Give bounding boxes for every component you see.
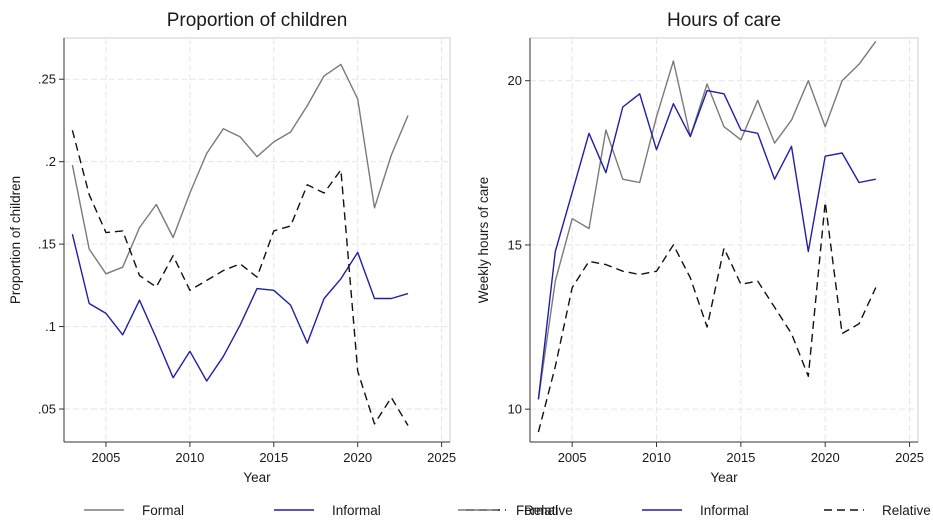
panel1-xtick-label-4: 2025 [427,450,456,465]
panel2-xtick-label-0: 2005 [558,450,587,465]
panel1-ytick-label-2: .15 [38,237,56,252]
panel2-title: Hours of care [667,10,781,31]
panel2-ytick-label-0: 10 [508,402,522,417]
panel1-ytick-label-1: .1 [45,319,56,334]
panel1-ytick-label-4: .25 [38,72,56,87]
legend-label-relative: Relative [524,503,573,518]
panel1-xtick-label-1: 2010 [175,450,204,465]
panel1-ytick-label-3: .2 [45,154,56,169]
legend2-label-relative: Relative [882,503,931,518]
panel2-series-informal-line [537,89,876,400]
panel2-xtick-label-3: 2020 [811,450,840,465]
panel1-xtick-label-0: 2005 [91,450,120,465]
panel2-ytick-label-2: 20 [508,73,522,88]
panel-proportion-of-children: .05 .1 .15 .2 .25 2005 2010 2015 2020 2025 Proport… [8,10,456,485]
panel2-x-axis-label: Year [710,470,738,485]
panel2-ytick-label-1: 15 [508,237,522,252]
panel1-plot-area [63,37,451,443]
legend2-label-informal: Informal [700,503,749,518]
panel2-series-relative-line [537,201,877,433]
legend2-label-formal: Formal [516,503,558,518]
panel2-xtick-label-4: 2025 [895,450,924,465]
panel2-plot-area [529,37,919,443]
panel1-xtick-label-3: 2020 [343,450,372,465]
panel1-title: Proportion of children [167,10,348,31]
panel1-y-axis-label: Proportion of children [8,176,23,304]
panel1-series-relative-line [71,130,409,426]
panel1-xtick-label-2: 2015 [259,450,288,465]
panel2-xtick-label-2: 2015 [726,450,755,465]
panel2-series-formal-line [537,40,877,400]
legend-label-informal: Informal [332,503,381,518]
panel1-ytick-label-0: .05 [38,402,56,417]
legend-label-formal: Formal [142,503,184,518]
panel1-series-informal-line [71,234,409,382]
panel-hours-of-care: 10 15 20 2005 2010 2015 2020 2025 Hours of care Y… [476,10,924,485]
panel2-xtick-label-1: 2010 [642,450,671,465]
panel2-y-axis-label: Weekly hours of care [476,177,491,304]
panel1-series-formal-line [71,63,409,275]
panel1-x-axis-label: Year [243,470,271,485]
